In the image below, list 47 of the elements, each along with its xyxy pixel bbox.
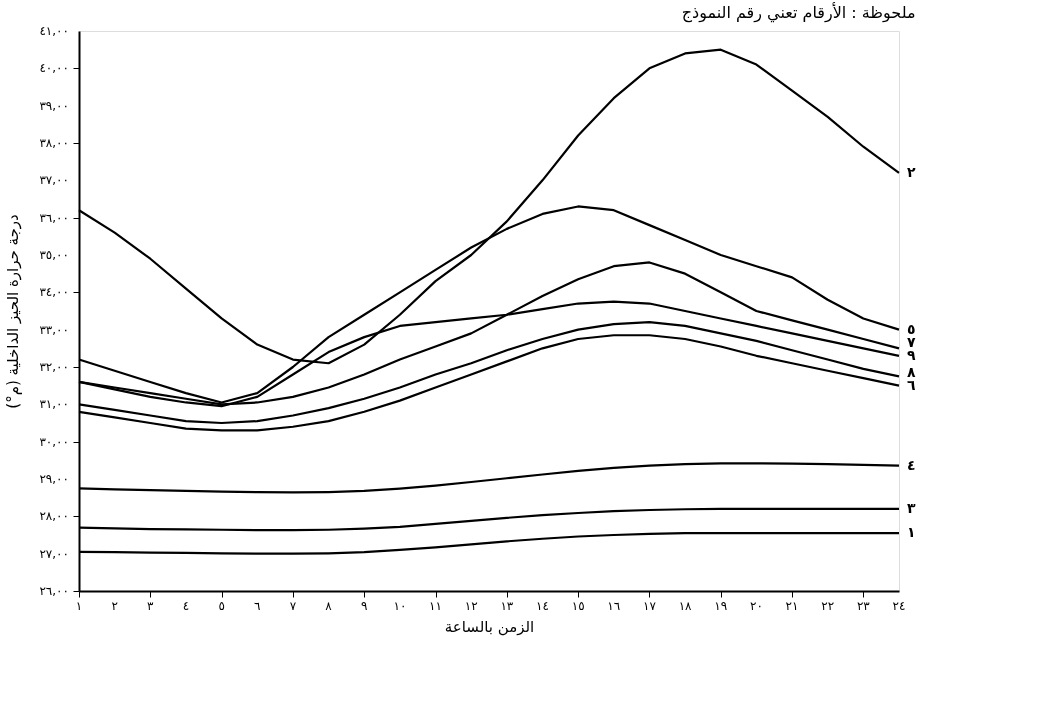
y-tick-label: ٤٠,٠٠ xyxy=(39,61,69,76)
y-tick-label: ٣٢,٠٠ xyxy=(39,360,69,374)
y-tick-label: ٣٦,٠٠ xyxy=(39,210,69,225)
x-tick-label: ١٤ xyxy=(536,599,549,613)
x-tick-label: ١٨ xyxy=(678,599,693,613)
y-tick-label: ٣١,٠٠ xyxy=(39,397,69,412)
x-tick-label: ٨ xyxy=(325,599,333,613)
x-tick-label: ٥ xyxy=(218,599,225,613)
x-axis-title: الزمن بالساعة xyxy=(444,618,535,636)
x-tick-label: ١٦ xyxy=(607,599,621,613)
text: ملحوظة : الأرقام تعني رقم النموذج xyxy=(681,2,916,23)
x-tick-label: ٦ xyxy=(254,599,261,613)
x-tick-label: ١٠ xyxy=(393,599,407,613)
x-tick-label: ٩ xyxy=(360,599,368,613)
x-tick-label: ٤ xyxy=(182,599,190,613)
x-tick-label: ٢٣ xyxy=(856,599,871,613)
x-tick-label: ١١ xyxy=(429,599,442,613)
y-tick-label: ٤١,٠٠ xyxy=(39,24,69,38)
x-tick-label: ٢٠ xyxy=(749,599,763,613)
y-tick-label: ٣٥,٠٠ xyxy=(39,248,69,262)
y-tick-label: ٣٩,٠٠ xyxy=(39,98,69,113)
y-tick-label: ٢٨,٠٠ xyxy=(39,509,69,524)
y-tick-label: ٣٨,٠٠ xyxy=(39,136,69,150)
series-label: ٤ xyxy=(907,456,916,473)
y-tick-label: ٣٣,٠٠ xyxy=(39,322,69,337)
y-tick-label: ٣٧,٠٠ xyxy=(39,173,69,188)
x-tick-label: ٣ xyxy=(147,599,155,613)
x-tick-label: ٢١ xyxy=(785,599,799,613)
x-tick-label: ٢ xyxy=(111,599,118,613)
x-tick-label: ١٣ xyxy=(500,599,514,613)
y-tick-label: ٢٧,٠٠ xyxy=(39,546,69,561)
x-tick-label: ١٧ xyxy=(642,599,657,613)
x-tick-label: ١٩ xyxy=(714,599,728,613)
series-label: ٢ xyxy=(907,163,916,180)
series-label: ١ xyxy=(907,524,916,541)
x-tick-label: ١ xyxy=(75,599,83,613)
x-tick-label: ١٥ xyxy=(571,599,585,613)
x-tick-label: ١٢ xyxy=(464,599,478,613)
series-label: ٣ xyxy=(907,499,916,516)
y-tick-label: ٢٩,٠٠ xyxy=(39,472,69,486)
y-tick-label: ٣٤,٠٠ xyxy=(39,285,69,300)
x-tick-label: ٢٤ xyxy=(892,599,906,613)
y-tick-label: ٣٠,٠٠ xyxy=(39,434,69,449)
y-axis-title: درجة حرارة الحيز الداخلية (م°) xyxy=(4,214,22,409)
x-tick-label: ٢٢ xyxy=(821,599,835,613)
x-tick-label: ٧ xyxy=(289,599,297,613)
y-tick-label: ٢٦,٠٠ xyxy=(39,584,69,598)
